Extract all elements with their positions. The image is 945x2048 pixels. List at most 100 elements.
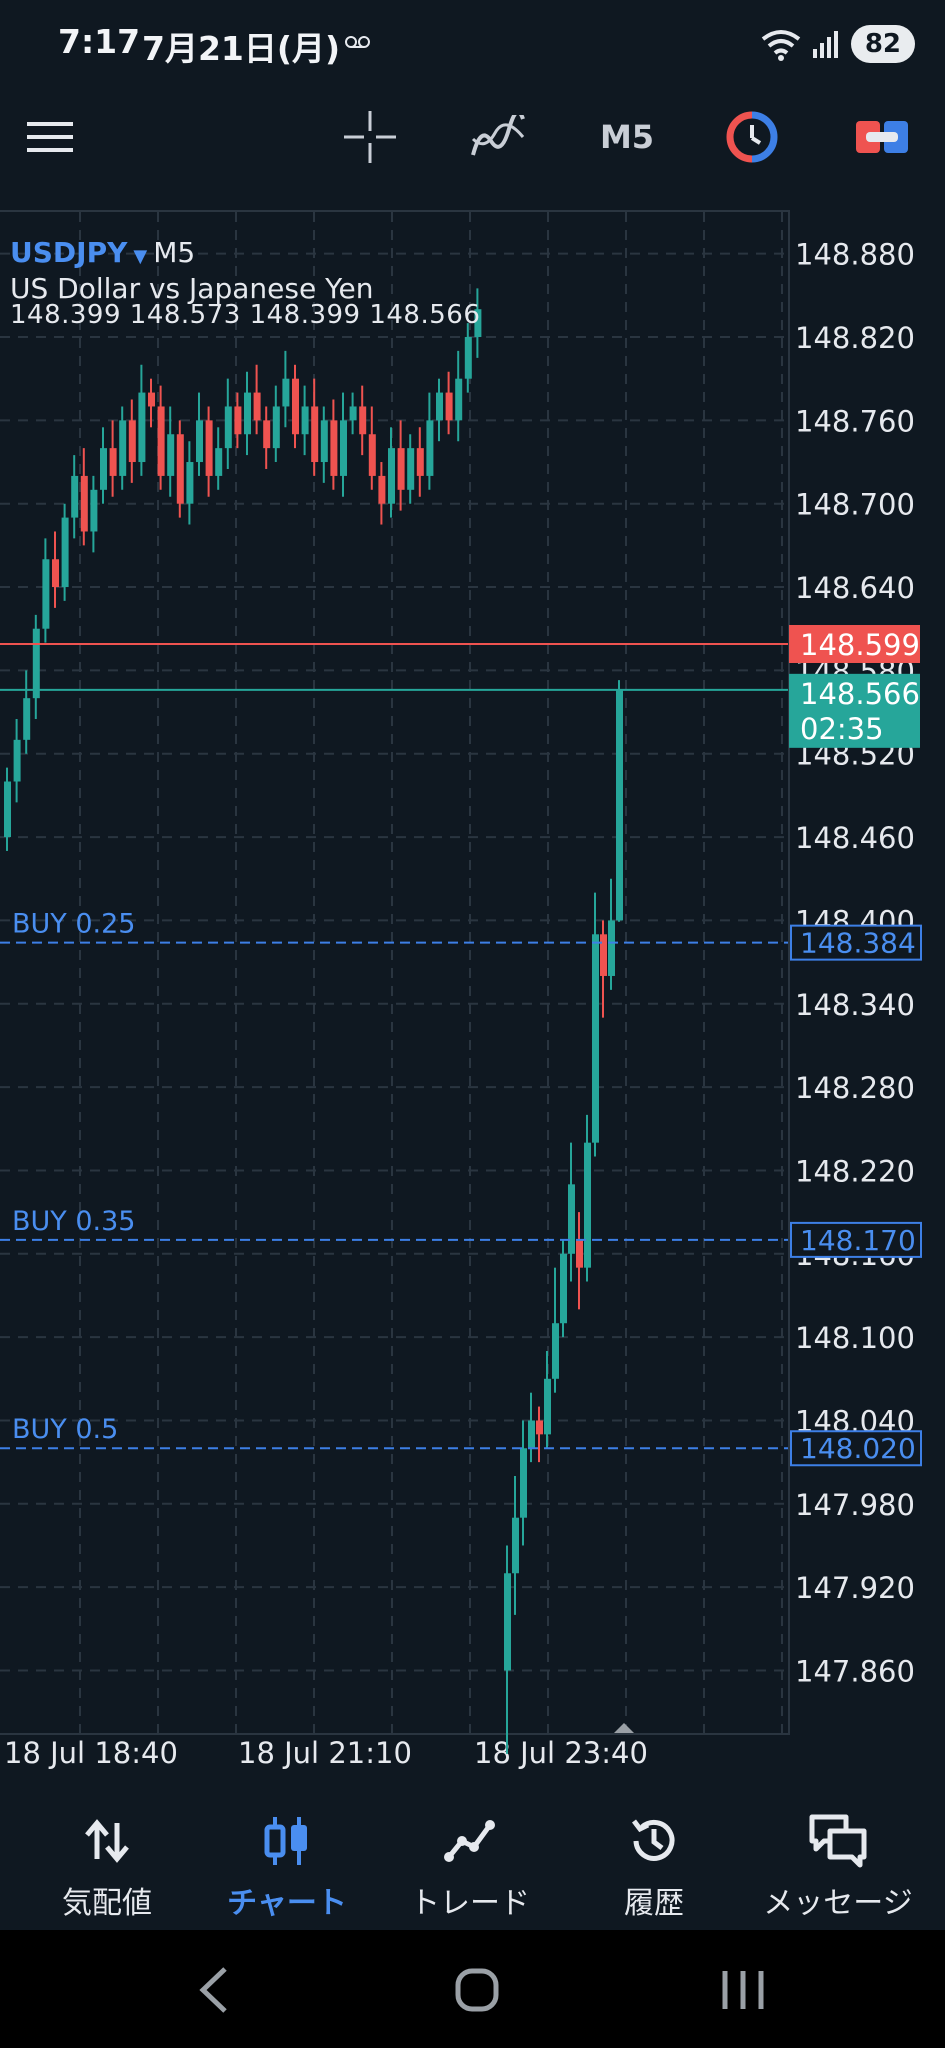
candle-body — [272, 406, 280, 449]
candle-body — [455, 378, 463, 421]
chart-description: US Dollar vs Japanese Yen — [10, 272, 374, 305]
ask-price-box — [789, 624, 920, 663]
candle-body — [359, 406, 367, 435]
candle-body — [215, 448, 223, 476]
nav-messages[interactable]: メッセージ — [748, 1812, 928, 1922]
candle-body — [71, 475, 79, 518]
chart-ohlc: 148.399 148.573 148.399 148.566 — [10, 300, 481, 330]
order-price-box — [790, 1430, 922, 1467]
order-label[interactable]: BUY 0.35 — [12, 1206, 135, 1237]
y-tick-label: 148.820 — [795, 321, 915, 355]
status-bar: 7:17 7月21日(月) 82 — [0, 0, 945, 90]
candle-body — [584, 1142, 591, 1268]
x-tick-label: 18 Jul 21:10 — [238, 1736, 412, 1770]
candle-body — [568, 1184, 575, 1254]
candle-body — [528, 1420, 535, 1449]
candle-body — [474, 309, 482, 338]
y-tick-label: 148.220 — [795, 1154, 915, 1188]
order-price-box — [790, 924, 922, 961]
symbol-dropdown-icon[interactable]: ▼ — [133, 246, 148, 267]
chart-area[interactable] — [0, 210, 790, 1735]
timeframe-button[interactable]: M5 — [599, 118, 655, 156]
status-right: 82 — [761, 22, 915, 66]
crosshair-icon — [344, 111, 396, 163]
x-tick-label: 18 Jul 18:40 — [4, 1736, 178, 1770]
candle-body — [234, 406, 242, 435]
trade-ticket-icon — [856, 121, 908, 153]
one-click-trading-icon — [726, 111, 778, 163]
candle-body — [330, 420, 338, 476]
status-date: 7月21日(月) — [142, 29, 341, 68]
candle-body — [576, 1239, 583, 1268]
nav-quotes[interactable]: 気配値 — [17, 1812, 197, 1922]
home-icon[interactable] — [455, 1965, 499, 2015]
candle-body — [128, 420, 136, 463]
wifi-icon — [761, 30, 801, 61]
order-price-label: 148.020 — [800, 1432, 916, 1465]
quotes-icon — [85, 1819, 129, 1863]
ask-price-label: 148.599 — [800, 628, 920, 662]
candle-body — [244, 392, 251, 435]
candle-body — [397, 448, 405, 490]
chart-symbol-line: USDJPY ▼ M5 — [10, 236, 195, 269]
candle-body — [349, 406, 357, 421]
y-tick-label: 148.460 — [795, 821, 915, 855]
candle-body — [340, 420, 347, 476]
candle-body — [32, 628, 40, 699]
menu-button[interactable] — [25, 107, 75, 167]
candle-body — [176, 434, 184, 504]
current-bar-marker — [614, 1723, 634, 1733]
candle-body — [536, 1420, 543, 1435]
chart-toolbar: M5 — [0, 95, 945, 185]
candle-body — [13, 739, 21, 782]
crosshair-button[interactable] — [340, 107, 400, 167]
candle-body — [4, 781, 11, 838]
candle-body — [378, 475, 386, 504]
messages-icon — [809, 1814, 867, 1868]
y-tick-label: 148.100 — [795, 1321, 915, 1355]
price-chart[interactable]: 148.880 148.820 148.760 148.700 148.640 148.5… — [0, 0, 945, 1792]
candle-body — [416, 448, 424, 476]
candle-body — [512, 1517, 519, 1574]
indicators-button[interactable] — [468, 107, 528, 167]
nav-trade[interactable]: トレード — [380, 1812, 560, 1922]
candle-body — [148, 392, 155, 407]
order-label[interactable]: BUY 0.25 — [12, 909, 135, 940]
candle-body — [301, 406, 309, 435]
menu-icon — [27, 122, 73, 152]
candle-body — [388, 448, 395, 504]
order-price-label: 148.170 — [800, 1224, 916, 1257]
y-tick-label: 148.760 — [795, 404, 915, 438]
voicemail-icon — [345, 36, 370, 48]
recents-icon[interactable] — [720, 1965, 766, 2015]
candle-body — [138, 392, 146, 463]
candle-body — [544, 1378, 551, 1435]
candle-body — [436, 392, 443, 421]
nav-history[interactable]: 履歴 — [564, 1812, 744, 1922]
trade-ticket-button[interactable] — [852, 107, 912, 167]
nav-history-label: 履歴 — [624, 1886, 684, 1921]
candle-body — [157, 406, 165, 476]
candle-body — [224, 406, 232, 449]
candle-body — [100, 448, 107, 490]
order-label[interactable]: BUY 0.5 — [12, 1414, 118, 1445]
y-tick-label: 148.700 — [795, 488, 915, 522]
nav-chart-label: チャート — [227, 1886, 347, 1921]
x-tick-label: 18 Jul 23:40 — [474, 1736, 648, 1770]
candle-body — [600, 934, 607, 976]
back-icon[interactable] — [195, 1965, 235, 2015]
candle-body — [52, 559, 59, 588]
candle-body — [282, 378, 290, 407]
nav-chart[interactable]: チャート — [197, 1812, 377, 1922]
candle-body — [42, 559, 50, 629]
candle-body — [592, 934, 599, 1143]
candle-body — [23, 698, 31, 740]
nav-quotes-label: 気配値 — [62, 1886, 152, 1921]
y-tick-label: 148.280 — [795, 1071, 915, 1105]
order-price-label: 148.384 — [800, 927, 916, 960]
one-click-trading-button[interactable] — [722, 107, 782, 167]
chart-symbol[interactable]: USDJPY — [10, 236, 128, 269]
nav-trade-label: トレード — [410, 1886, 530, 1921]
candle-body — [186, 462, 194, 504]
candle-body — [119, 420, 127, 476]
